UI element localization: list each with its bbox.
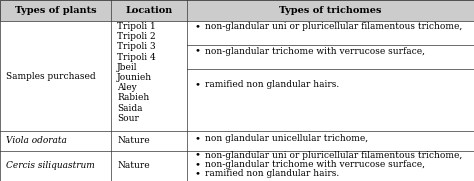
- Text: Nature: Nature: [117, 136, 150, 145]
- Text: Viola odorata: Viola odorata: [6, 136, 67, 145]
- Text: •: •: [194, 160, 201, 169]
- Text: •: •: [194, 151, 201, 160]
- Text: non-glandular trichome with verrucose surface,: non-glandular trichome with verrucose su…: [205, 47, 425, 56]
- Text: •: •: [194, 80, 201, 89]
- Text: non-glandular uni or pluricellular filamentous trichome,: non-glandular uni or pluricellular filam…: [205, 22, 463, 31]
- Text: Tripoli 3: Tripoli 3: [117, 42, 155, 51]
- Text: Jounieh: Jounieh: [117, 73, 152, 82]
- Text: non-glandular trichome with verrucose surface,: non-glandular trichome with verrucose su…: [205, 160, 425, 169]
- Text: Sour: Sour: [117, 114, 139, 123]
- Text: Nature: Nature: [117, 161, 150, 170]
- Text: Jbeil: Jbeil: [117, 63, 137, 72]
- Text: ramified non glandular hairs.: ramified non glandular hairs.: [205, 169, 339, 178]
- Text: ramified non glandular hairs.: ramified non glandular hairs.: [205, 80, 339, 89]
- Text: Tripoli 2: Tripoli 2: [117, 32, 155, 41]
- Text: Samples purchased: Samples purchased: [6, 71, 96, 81]
- Text: Location: Location: [126, 6, 173, 15]
- Bar: [0, 0, 474, 21]
- Text: Types of plants: Types of plants: [15, 6, 97, 15]
- Text: Tripoli 4: Tripoli 4: [117, 53, 156, 62]
- Text: •: •: [194, 169, 201, 178]
- Text: Types of trichomes: Types of trichomes: [279, 6, 382, 15]
- Text: Aley: Aley: [117, 83, 137, 92]
- Text: Tripoli 1: Tripoli 1: [117, 22, 156, 31]
- Text: Cercis siliquastrum: Cercis siliquastrum: [6, 161, 95, 170]
- Text: Saida: Saida: [117, 104, 143, 113]
- Text: non-glandular uni or pluricellular filamentous trichome,: non-glandular uni or pluricellular filam…: [205, 151, 463, 160]
- Text: •: •: [194, 22, 201, 31]
- Text: non glandular unicellular trichome,: non glandular unicellular trichome,: [205, 134, 368, 143]
- Text: •: •: [194, 134, 201, 143]
- Text: •: •: [194, 47, 201, 56]
- Text: Rabieh: Rabieh: [117, 94, 149, 102]
